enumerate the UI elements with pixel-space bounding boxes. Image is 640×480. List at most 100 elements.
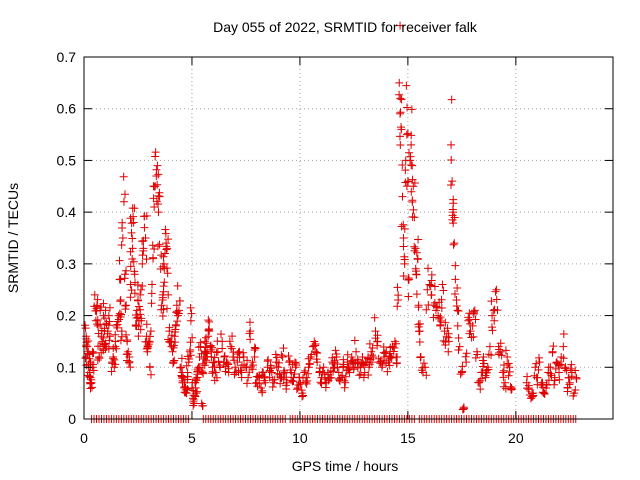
data-point — [270, 375, 279, 384]
x-tick-label: 20 — [508, 430, 524, 446]
data-point — [189, 401, 198, 410]
data-point — [226, 342, 235, 351]
data-point — [407, 140, 416, 149]
data-point — [191, 383, 200, 392]
data-point — [116, 312, 125, 321]
data-point — [365, 339, 374, 348]
data-point — [551, 364, 560, 373]
data-point — [373, 337, 382, 346]
data-point — [419, 359, 428, 368]
data-point — [409, 205, 418, 214]
data-point — [548, 348, 557, 357]
data-point — [412, 290, 421, 299]
data-point — [224, 360, 233, 369]
data-point — [148, 280, 157, 289]
data-point — [230, 368, 239, 377]
data-point — [490, 316, 499, 325]
data-point — [507, 385, 516, 394]
data-point — [158, 262, 167, 271]
data-point — [397, 95, 406, 104]
data-point — [430, 298, 439, 307]
data-point — [409, 182, 418, 191]
data-point — [556, 360, 565, 369]
data-point — [282, 373, 291, 382]
data-point — [176, 363, 185, 372]
data-point — [117, 241, 126, 250]
data-point — [188, 333, 197, 342]
data-point — [538, 388, 547, 397]
data-point — [527, 389, 536, 398]
data-point — [112, 344, 121, 353]
data-point — [404, 177, 413, 186]
data-point — [117, 332, 126, 341]
data-point — [182, 389, 191, 398]
data-point — [364, 370, 373, 379]
data-point — [157, 301, 166, 310]
data-point — [410, 178, 419, 187]
data-point — [535, 358, 544, 367]
data-point — [400, 224, 409, 233]
data-point — [154, 170, 163, 179]
data-point — [507, 385, 516, 394]
data-point — [325, 374, 334, 383]
data-point — [474, 378, 483, 387]
data-point — [93, 295, 102, 304]
data-point — [127, 286, 136, 295]
data-point — [458, 405, 467, 414]
data-point — [393, 283, 402, 292]
data-point — [214, 357, 223, 366]
data-point — [122, 330, 131, 339]
data-point — [407, 160, 416, 169]
data-point — [148, 253, 157, 262]
data-point — [195, 363, 204, 372]
data-point — [93, 315, 102, 324]
data-point — [569, 391, 578, 400]
data-point — [136, 285, 145, 294]
data-point — [469, 332, 478, 341]
data-point — [130, 289, 139, 298]
data-point — [163, 269, 172, 278]
data-point — [316, 378, 325, 387]
data-point — [565, 380, 574, 389]
data-point — [319, 363, 328, 372]
data-point — [146, 327, 155, 336]
data-point — [468, 321, 477, 330]
data-point — [407, 187, 416, 196]
data-point — [104, 344, 113, 353]
data-point — [87, 383, 96, 392]
data-point — [415, 338, 424, 347]
data-point — [499, 373, 508, 382]
data-point — [170, 356, 179, 365]
data-point — [243, 356, 252, 365]
data-point — [116, 296, 125, 305]
data-point — [138, 259, 147, 268]
data-point — [295, 373, 304, 382]
data-point — [128, 234, 137, 243]
data-point — [571, 386, 580, 395]
data-point — [194, 343, 203, 352]
data-point — [532, 359, 541, 368]
data-point — [450, 239, 459, 248]
data-point — [456, 370, 465, 379]
data-point — [441, 337, 450, 346]
data-point — [183, 385, 192, 394]
data-point — [484, 350, 493, 359]
data-point — [385, 361, 394, 370]
data-point — [218, 344, 227, 353]
data-point — [193, 387, 202, 396]
data-point — [407, 105, 416, 114]
data-point — [205, 325, 214, 334]
data-point — [454, 346, 463, 355]
data-point — [498, 368, 507, 377]
data-point — [437, 303, 446, 312]
data-point — [181, 388, 190, 397]
data-point — [210, 353, 219, 362]
data-point — [449, 195, 458, 204]
data-point — [450, 213, 459, 222]
data-point — [492, 295, 501, 304]
data-point — [162, 245, 171, 254]
data-point — [109, 354, 118, 363]
data-point — [453, 284, 462, 293]
data-point — [90, 290, 99, 299]
